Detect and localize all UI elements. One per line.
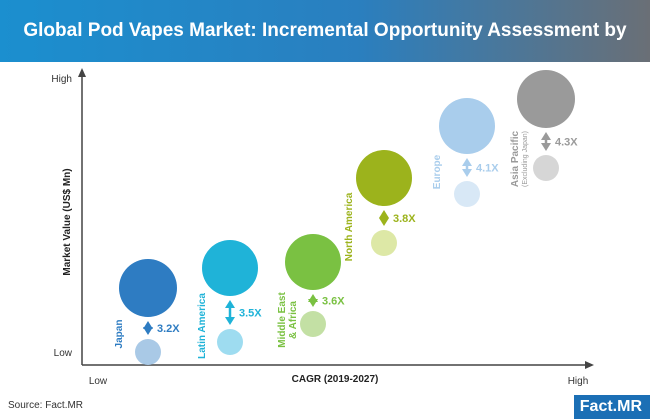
bubble-large: [202, 240, 258, 296]
y-tick-low: Low: [54, 348, 73, 359]
logo-text: Fact.MR: [579, 398, 642, 415]
arrow-head-down: [225, 317, 235, 325]
bubble-small: [533, 155, 559, 181]
bubble-group: 3.8X North America: [344, 150, 416, 261]
multiplier-label: 3.2X: [157, 323, 180, 335]
bubble-group: 3.6X Middle East& Africa: [277, 234, 345, 348]
multiplier-label: 4.1X: [476, 163, 499, 175]
multiplier-label: 4.3X: [555, 137, 578, 149]
bubble-group: 4.3X Asia Pacific(Excluding Japan): [510, 70, 578, 187]
region-label: Japan: [114, 320, 125, 349]
bubble-large: [439, 98, 495, 154]
bubble-large: [285, 234, 341, 290]
source-note: Source: Fact.MR: [8, 400, 84, 411]
arrow-head-up: [379, 210, 389, 218]
x-tick-low: Low: [89, 376, 108, 387]
bubble-small: [454, 181, 480, 207]
x-tick-high: High: [568, 376, 589, 387]
chart: High Low Low High CAGR (2019-2027) Marke…: [51, 68, 594, 387]
region-label: Latin America: [197, 293, 208, 359]
arrow-head-up: [541, 132, 551, 140]
arrow-head-up: [462, 158, 472, 166]
multiplier-label: 3.8X: [393, 213, 416, 225]
arrow-head-down: [143, 327, 153, 335]
arrow-head-down: [462, 169, 472, 177]
bubble-large: [517, 70, 575, 128]
multiplier-label: 3.5X: [239, 308, 262, 320]
bubble-large: [356, 150, 412, 206]
region-label: North America: [344, 192, 355, 261]
x-axis-arrow: [585, 361, 594, 369]
bubble-small: [217, 329, 243, 355]
region-label: Middle East& Africa: [277, 292, 299, 348]
arrow-head-down: [379, 218, 389, 226]
factmr-logo: [574, 395, 650, 419]
region-label: Asia Pacific(Excluding Japan): [510, 130, 529, 187]
y-tick-high: High: [51, 74, 72, 85]
arrow-head-up: [225, 300, 235, 308]
y-axis-label: Market Value (US$ Mn): [62, 168, 73, 275]
bubble-large: [119, 259, 177, 317]
bubble-group: 4.1X Europe: [432, 98, 499, 207]
bubble-group: 3.5X Latin America: [197, 240, 262, 359]
arrow-head-down: [541, 143, 551, 151]
arrow-head-down: [308, 299, 318, 307]
region-label: Europe: [432, 154, 443, 189]
bubble-small: [135, 339, 161, 365]
bubble-layer: 3.2X Japan 3.5X Latin America 3.6X Middle Eas…: [114, 70, 578, 365]
bubble-small: [300, 311, 326, 337]
chart-title: Global Pod Vapes Market: Incremental Opp…: [23, 20, 627, 103]
y-axis-arrow: [78, 68, 86, 77]
multiplier-label: 3.6X: [322, 296, 345, 308]
bubble-group: 3.2X Japan: [114, 259, 180, 365]
x-axis-label: CAGR (2019-2027): [292, 374, 379, 385]
bubble-small: [371, 230, 397, 256]
title-bar: [0, 0, 650, 62]
